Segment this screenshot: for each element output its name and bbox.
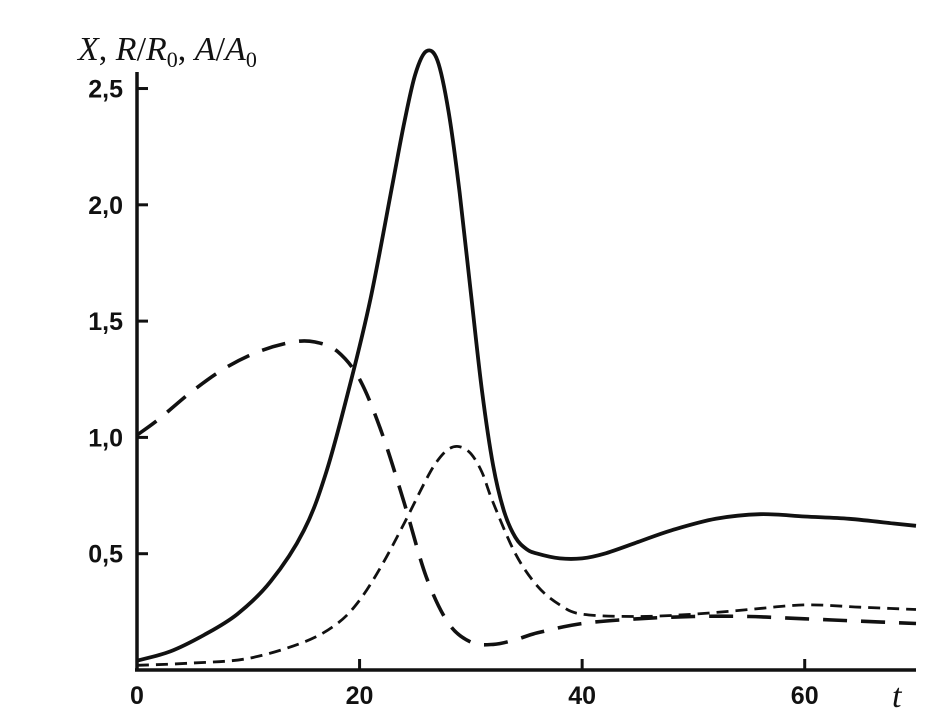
- series-line-short-dash: [136, 445, 917, 667]
- y-axis-title-part: X: [76, 31, 100, 68]
- x-tick-label: 60: [791, 682, 819, 710]
- x-tick-label: 40: [568, 682, 596, 710]
- series-line-long-dash: [135, 339, 917, 647]
- y-axis-title-part: R: [115, 31, 137, 68]
- y-tick-label: 2,0: [88, 192, 123, 220]
- y-axis-title-part: A: [223, 31, 246, 68]
- x-tick-label: 0: [130, 682, 144, 710]
- y-tick-label: 1,5: [88, 308, 123, 336]
- y-axis-title-part: ,: [99, 31, 116, 68]
- y-axis-title-part: R: [145, 31, 167, 68]
- series-line-solid: [136, 48, 917, 663]
- series-lines: [135, 48, 917, 667]
- y-axis-title-part: /: [216, 31, 226, 68]
- x-tick-label: 20: [346, 682, 374, 710]
- axes: [135, 72, 916, 672]
- y-axis-title-part: A: [193, 31, 216, 68]
- x-axis-title: t: [892, 678, 903, 715]
- tick-marks: [137, 87, 807, 670]
- y-axis-title-part: ,: [178, 31, 195, 68]
- y-axis-title-part: 0: [167, 47, 178, 72]
- y-axis-title-part: 0: [246, 47, 257, 72]
- y-axis-title-part: /: [137, 31, 147, 68]
- y-tick-label: 1,0: [88, 424, 123, 452]
- y-axis-title: X, R/R0, A/A0: [76, 31, 257, 72]
- tick-labels: 0,5 1,0 1,5 2,0 2,5 0 20 40 60: [88, 76, 818, 710]
- y-tick-label: 2,5: [88, 76, 123, 104]
- y-tick-label: 0,5: [88, 541, 123, 569]
